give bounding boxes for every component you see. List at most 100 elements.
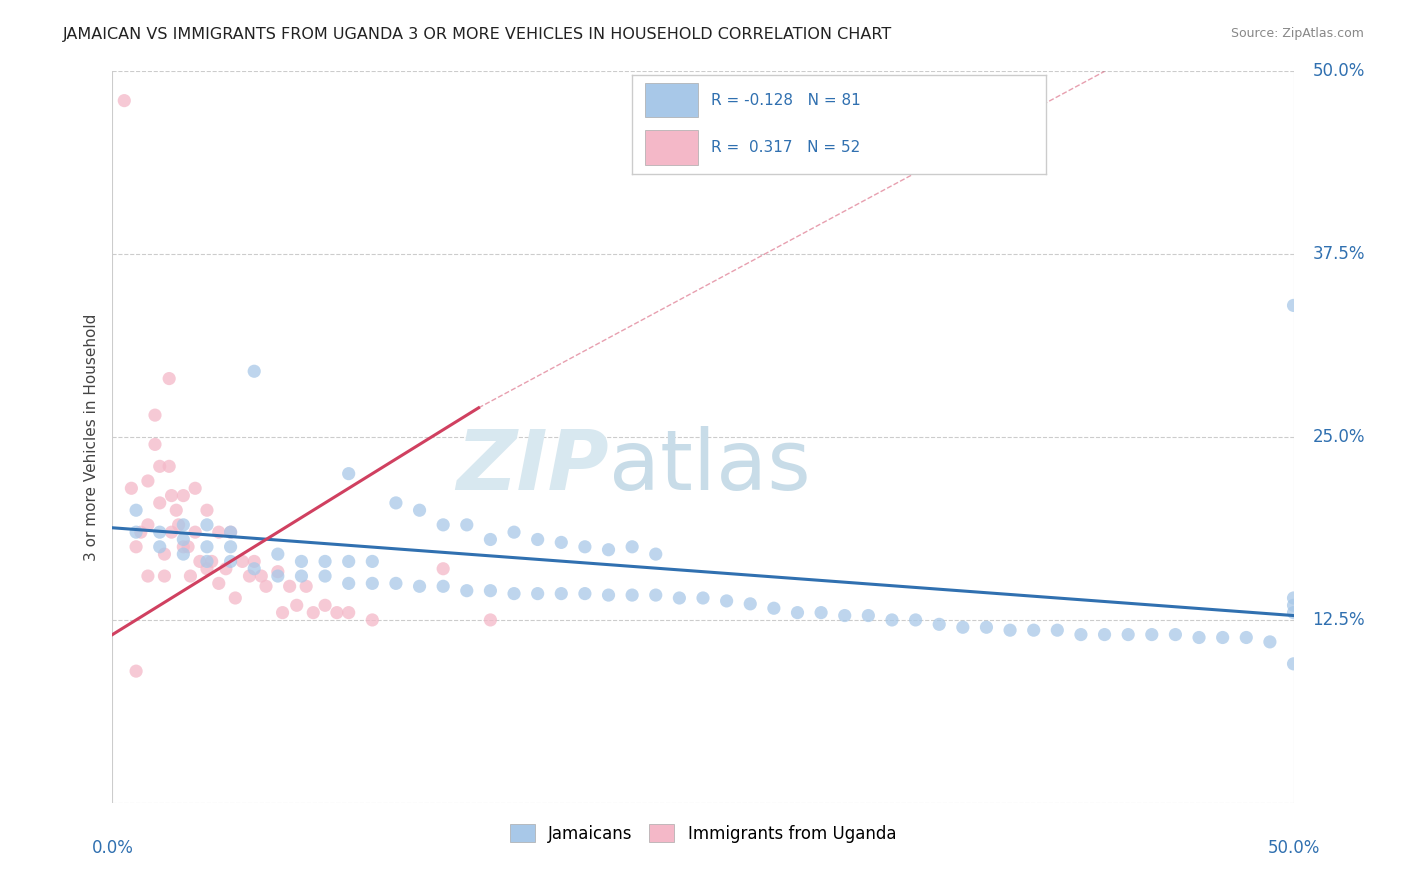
Point bbox=[1282, 657, 1305, 671]
Point bbox=[243, 364, 266, 378]
Point bbox=[267, 547, 290, 561]
Point bbox=[621, 540, 644, 554]
Point bbox=[928, 617, 950, 632]
Point bbox=[976, 620, 998, 634]
Point bbox=[250, 569, 273, 583]
Point bbox=[125, 664, 148, 678]
Point bbox=[432, 517, 454, 532]
Point bbox=[165, 503, 187, 517]
Point bbox=[195, 540, 218, 554]
Point bbox=[302, 606, 325, 620]
Point bbox=[479, 583, 502, 598]
Point bbox=[271, 606, 294, 620]
Point bbox=[153, 569, 176, 583]
Point bbox=[408, 503, 430, 517]
Point bbox=[238, 569, 260, 583]
Point bbox=[208, 576, 231, 591]
Point bbox=[456, 583, 478, 598]
Point bbox=[574, 540, 596, 554]
Point bbox=[503, 525, 526, 540]
Point bbox=[361, 554, 384, 568]
Text: 37.5%: 37.5% bbox=[1312, 245, 1365, 263]
Point bbox=[184, 525, 207, 540]
Point bbox=[1116, 627, 1139, 641]
Point bbox=[149, 525, 172, 540]
Text: 50.0%: 50.0% bbox=[1267, 839, 1320, 857]
Point bbox=[858, 608, 880, 623]
Point bbox=[904, 613, 927, 627]
Point bbox=[1022, 623, 1045, 637]
Point bbox=[1164, 627, 1187, 641]
Point bbox=[550, 535, 572, 549]
Point bbox=[479, 613, 502, 627]
Point bbox=[136, 569, 159, 583]
Point bbox=[1070, 627, 1092, 641]
Point bbox=[129, 525, 152, 540]
Point bbox=[290, 569, 312, 583]
Point bbox=[172, 489, 194, 503]
Point bbox=[125, 503, 148, 517]
Point bbox=[1046, 623, 1069, 637]
Text: atlas: atlas bbox=[609, 425, 810, 507]
Point bbox=[136, 517, 159, 532]
Y-axis label: 3 or more Vehicles in Household: 3 or more Vehicles in Household bbox=[83, 313, 98, 561]
Point bbox=[195, 554, 218, 568]
Point bbox=[208, 525, 231, 540]
Point bbox=[195, 517, 218, 532]
Text: JAMAICAN VS IMMIGRANTS FROM UGANDA 3 OR MORE VEHICLES IN HOUSEHOLD CORRELATION C: JAMAICAN VS IMMIGRANTS FROM UGANDA 3 OR … bbox=[63, 27, 893, 42]
Point bbox=[177, 540, 200, 554]
Point bbox=[149, 459, 172, 474]
Point bbox=[295, 579, 318, 593]
Point bbox=[224, 591, 246, 605]
Point bbox=[526, 533, 548, 547]
Point bbox=[149, 540, 172, 554]
Point bbox=[243, 554, 266, 568]
Text: 25.0%: 25.0% bbox=[1312, 428, 1365, 446]
Point bbox=[810, 606, 832, 620]
Point bbox=[1094, 627, 1116, 641]
Point bbox=[188, 554, 211, 568]
Point bbox=[231, 554, 253, 568]
Point bbox=[267, 569, 290, 583]
Point bbox=[716, 594, 738, 608]
Legend: Jamaicans, Immigrants from Uganda: Jamaicans, Immigrants from Uganda bbox=[503, 818, 903, 849]
Point bbox=[172, 517, 194, 532]
Point bbox=[136, 474, 159, 488]
Point bbox=[880, 613, 903, 627]
Point bbox=[621, 588, 644, 602]
Point bbox=[120, 481, 142, 495]
Point bbox=[149, 496, 172, 510]
Point bbox=[243, 562, 266, 576]
Point bbox=[1258, 635, 1281, 649]
Point bbox=[290, 554, 312, 568]
Point bbox=[219, 525, 242, 540]
Point bbox=[143, 437, 166, 451]
Point bbox=[432, 562, 454, 576]
Text: 0.0%: 0.0% bbox=[91, 839, 134, 857]
Point bbox=[215, 562, 238, 576]
Point bbox=[157, 459, 180, 474]
Point bbox=[172, 533, 194, 547]
Point bbox=[952, 620, 974, 634]
Point bbox=[1234, 631, 1257, 645]
Point bbox=[314, 599, 336, 613]
Point bbox=[314, 569, 336, 583]
Point bbox=[254, 579, 277, 593]
Point bbox=[337, 606, 360, 620]
Point bbox=[153, 547, 176, 561]
Point bbox=[644, 547, 666, 561]
Point bbox=[1282, 591, 1305, 605]
Point bbox=[456, 517, 478, 532]
Point bbox=[314, 554, 336, 568]
Point bbox=[740, 597, 762, 611]
Point bbox=[692, 591, 714, 605]
Point bbox=[219, 554, 242, 568]
Point bbox=[503, 586, 526, 600]
Point bbox=[112, 94, 135, 108]
Point bbox=[195, 503, 218, 517]
Point bbox=[479, 533, 502, 547]
Point bbox=[157, 371, 180, 385]
Point bbox=[526, 586, 548, 600]
Point bbox=[201, 554, 224, 568]
Point bbox=[285, 599, 308, 613]
